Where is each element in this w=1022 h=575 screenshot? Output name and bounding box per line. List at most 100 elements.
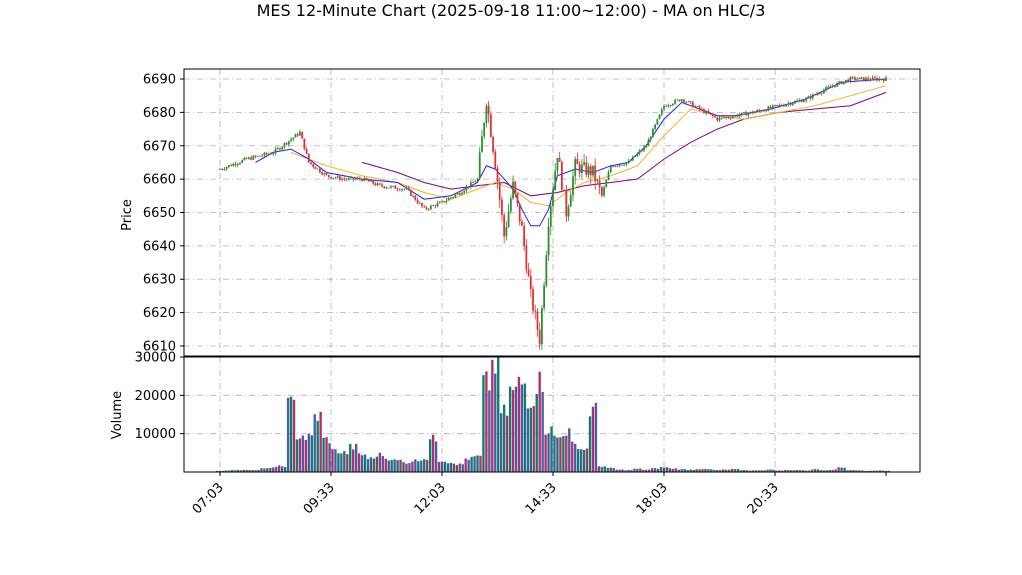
candle-body bbox=[363, 177, 366, 181]
candle-body bbox=[294, 134, 297, 138]
candle-body bbox=[769, 106, 772, 109]
volume-bar bbox=[588, 416, 592, 472]
candle-body bbox=[432, 205, 435, 207]
candle-body bbox=[860, 77, 863, 79]
volume-bar bbox=[683, 469, 686, 472]
candle-body bbox=[230, 165, 232, 167]
candle-body bbox=[281, 146, 284, 150]
volume-bar bbox=[526, 408, 530, 472]
candle-body bbox=[745, 112, 748, 116]
candle-body bbox=[578, 164, 581, 174]
candle-body bbox=[283, 143, 286, 147]
candle-body bbox=[410, 189, 412, 196]
candle-body bbox=[885, 77, 887, 81]
volume-bar bbox=[642, 469, 645, 472]
candle-body bbox=[580, 164, 583, 174]
candle-body bbox=[598, 180, 601, 187]
candle-body bbox=[747, 113, 750, 116]
volume-bar bbox=[668, 468, 672, 472]
candle-body bbox=[680, 99, 683, 102]
volume-bar bbox=[858, 470, 861, 472]
volume-bar bbox=[316, 420, 319, 472]
candle-body bbox=[501, 199, 503, 215]
candle-body bbox=[754, 111, 756, 114]
volume-bar bbox=[313, 414, 316, 472]
candle-body bbox=[336, 176, 339, 178]
candle-body bbox=[785, 104, 787, 107]
volume-bar bbox=[784, 469, 787, 472]
ma-slow-line bbox=[361, 91, 887, 197]
candle-body bbox=[865, 77, 867, 81]
volume-bar bbox=[257, 469, 260, 472]
candle-body bbox=[849, 77, 852, 82]
volume-bar bbox=[772, 469, 775, 472]
volume-bar bbox=[529, 407, 532, 472]
candle-body bbox=[738, 115, 741, 117]
volume-bar bbox=[615, 469, 618, 472]
price-tick-label: 6660 bbox=[143, 173, 176, 188]
candle-body bbox=[467, 186, 470, 188]
candle-body bbox=[649, 137, 652, 140]
candle-body bbox=[652, 128, 654, 138]
candle-body bbox=[547, 226, 550, 256]
volume-bar bbox=[387, 460, 390, 472]
candle-body bbox=[705, 111, 708, 114]
candle-body bbox=[645, 146, 648, 147]
volume-bar bbox=[665, 467, 669, 472]
volume-bar bbox=[716, 469, 719, 472]
candle-body bbox=[529, 276, 532, 289]
candle-body bbox=[323, 173, 326, 175]
candle-body bbox=[636, 153, 639, 157]
candle-body bbox=[878, 78, 881, 81]
candle-body bbox=[221, 169, 224, 170]
candle-body bbox=[831, 85, 834, 87]
volume-bar bbox=[434, 441, 438, 472]
volume-bar bbox=[378, 452, 382, 472]
candle-body bbox=[640, 150, 643, 152]
candle-body bbox=[687, 101, 690, 103]
candle-body bbox=[683, 99, 685, 103]
candle-body bbox=[814, 94, 816, 96]
volume-bar bbox=[283, 467, 287, 472]
candle-body bbox=[292, 137, 295, 140]
candle-body bbox=[305, 149, 308, 154]
candle-body bbox=[263, 152, 266, 156]
candle-body bbox=[763, 110, 765, 112]
volume-bar bbox=[864, 470, 867, 472]
volume-bar bbox=[550, 426, 553, 472]
volume-bar bbox=[319, 411, 322, 472]
candle-body bbox=[847, 79, 850, 82]
candle-body bbox=[279, 148, 281, 150]
candle-body bbox=[518, 203, 521, 222]
candle-body bbox=[441, 200, 443, 202]
volume-bar bbox=[659, 466, 663, 472]
candle-body bbox=[372, 180, 375, 184]
volume-bar bbox=[698, 469, 701, 472]
candle-body bbox=[720, 117, 723, 119]
volume-bar bbox=[485, 371, 488, 472]
candle-body bbox=[569, 195, 572, 207]
volume-bar bbox=[597, 466, 601, 472]
volume-bar bbox=[733, 469, 737, 472]
volume-bar bbox=[825, 470, 828, 472]
volume-bar bbox=[849, 470, 852, 472]
candle-body bbox=[592, 165, 594, 176]
volume-bar bbox=[624, 470, 627, 472]
candle-body bbox=[674, 99, 676, 104]
volume-bar bbox=[704, 468, 707, 472]
candle-body bbox=[414, 195, 417, 201]
candle-body bbox=[711, 114, 714, 117]
candle-body bbox=[609, 165, 612, 173]
candle-body bbox=[461, 192, 463, 195]
candle-body bbox=[354, 178, 357, 180]
candle-body bbox=[330, 176, 332, 179]
candle-body bbox=[627, 161, 630, 163]
x-tick-label: 07:03 bbox=[190, 480, 227, 517]
candle-body bbox=[594, 165, 597, 182]
candle-body bbox=[303, 138, 306, 150]
volume-bar bbox=[867, 470, 870, 472]
candle-body bbox=[378, 183, 381, 185]
volume-bar bbox=[286, 397, 290, 472]
candle-body bbox=[407, 187, 410, 190]
volume-bar bbox=[639, 468, 642, 472]
